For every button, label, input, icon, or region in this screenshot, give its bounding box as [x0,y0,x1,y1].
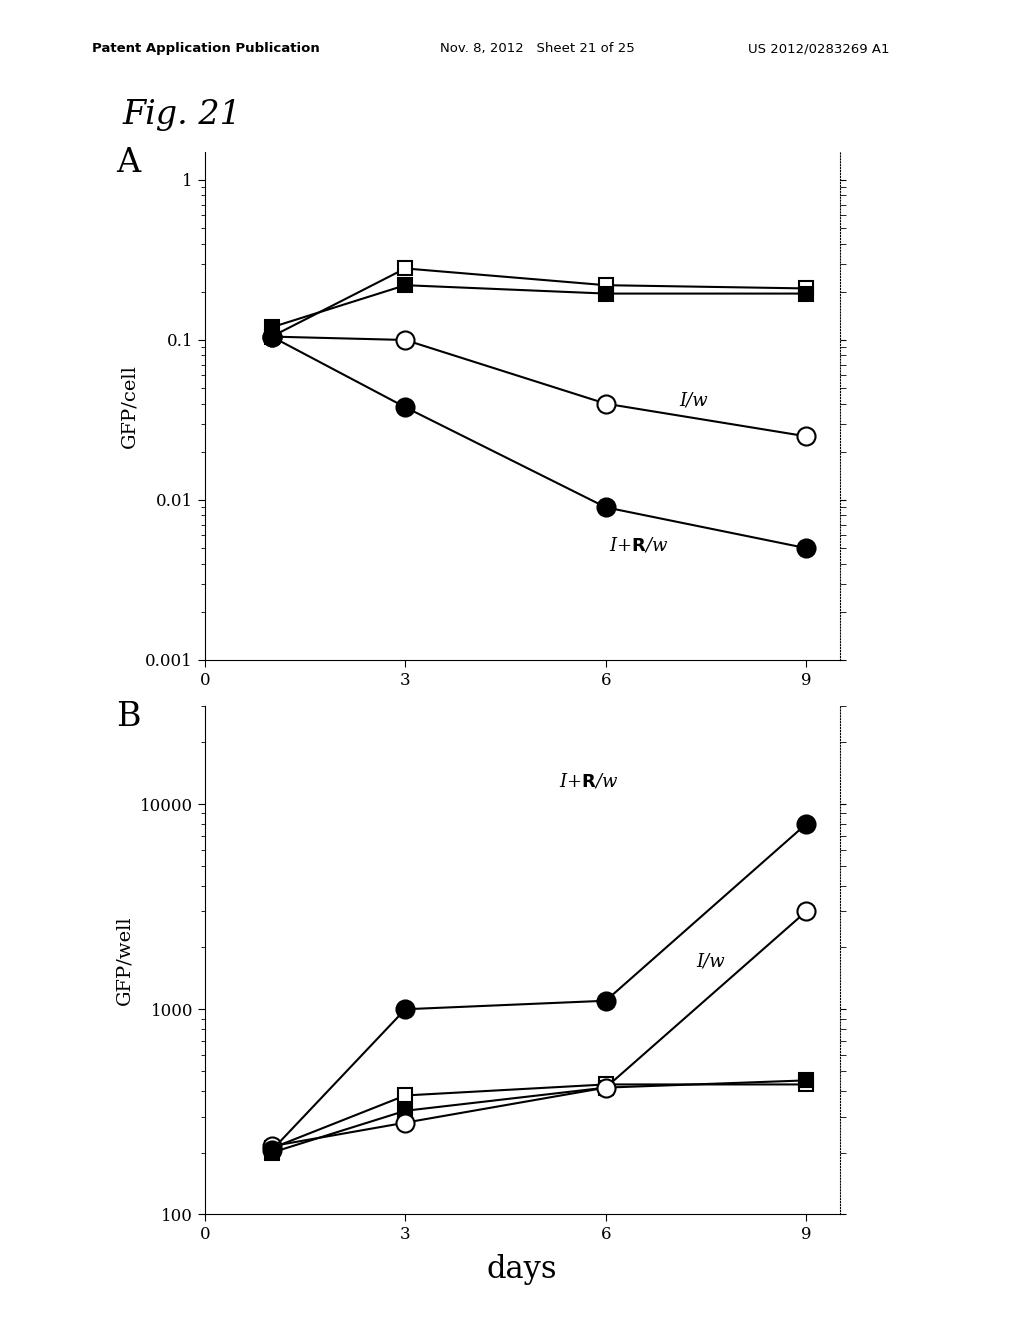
Text: I/w: I/w [679,391,708,409]
Text: Fig. 21: Fig. 21 [123,99,242,131]
Text: B: B [116,701,140,733]
Text: I+$\mathbf{R}$/w: I+$\mathbf{R}$/w [559,771,618,791]
Text: I/w: I/w [696,953,725,972]
Text: US 2012/0283269 A1: US 2012/0283269 A1 [748,42,889,55]
Text: I+$\mathbf{R}$/w: I+$\mathbf{R}$/w [609,536,669,554]
Text: Nov. 8, 2012   Sheet 21 of 25: Nov. 8, 2012 Sheet 21 of 25 [440,42,635,55]
Y-axis label: GFP/cell: GFP/cell [120,364,138,447]
X-axis label: days: days [487,1254,557,1286]
Text: A: A [116,147,140,178]
Y-axis label: GFP/well: GFP/well [115,916,133,1005]
Text: Patent Application Publication: Patent Application Publication [92,42,319,55]
